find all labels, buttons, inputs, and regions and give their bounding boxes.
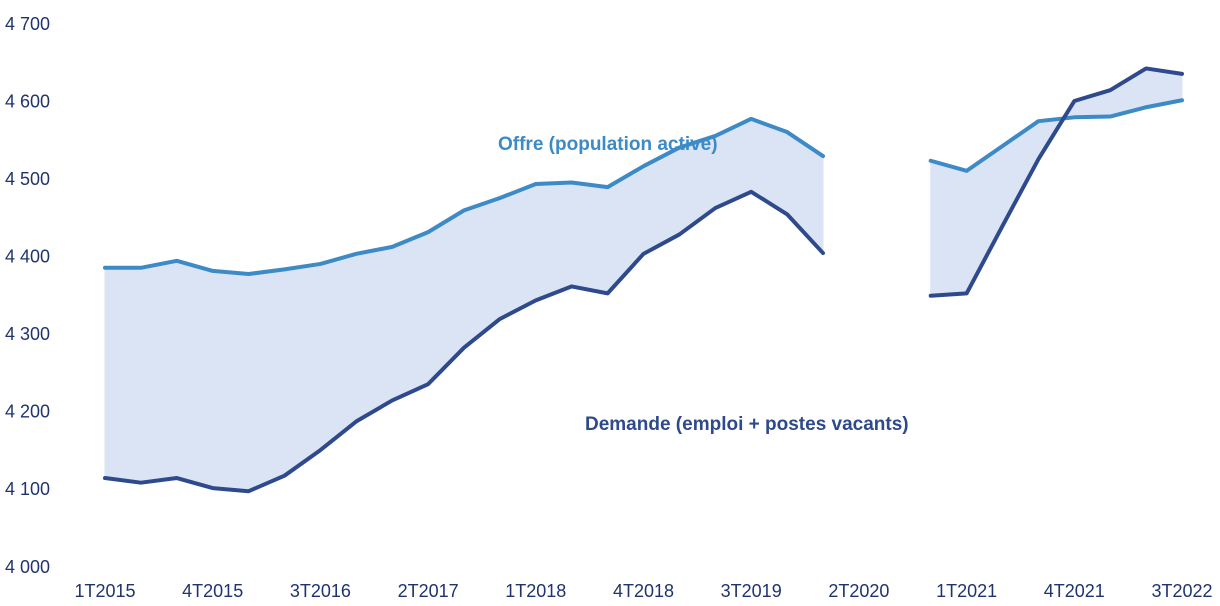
y-tick-label: 4 200 xyxy=(5,402,50,422)
y-tick-label: 4 100 xyxy=(5,479,50,499)
y-tick-label: 4 300 xyxy=(5,324,50,344)
x-tick-label: 3T2022 xyxy=(1151,581,1212,601)
y-tick-label: 4 600 xyxy=(5,91,50,111)
series-label: Offre (population active) xyxy=(498,134,718,155)
x-tick-label: 3T2016 xyxy=(290,581,351,601)
x-tick-label: 3T2019 xyxy=(721,581,782,601)
series-line xyxy=(928,66,1184,298)
gap-area xyxy=(930,67,1183,297)
x-tick-label: 1T2015 xyxy=(74,581,135,601)
x-tick-label: 1T2021 xyxy=(936,581,997,601)
series-line xyxy=(103,116,825,277)
x-tick-label: 4T2018 xyxy=(613,581,674,601)
x-tick-label: 2T2020 xyxy=(828,581,889,601)
y-tick-label: 4 500 xyxy=(5,169,50,189)
series-line xyxy=(928,98,1184,173)
series-line xyxy=(103,189,825,494)
x-tick-label: 4T2021 xyxy=(1044,581,1105,601)
y-tick-label: 4 400 xyxy=(5,246,50,266)
series-label: Demande (emploi + postes vacants) xyxy=(585,414,909,435)
x-tick-label: 1T2018 xyxy=(505,581,566,601)
y-tick-label: 4 700 xyxy=(5,14,50,34)
x-tick-label: 2T2017 xyxy=(398,581,459,601)
x-tick-label: 4T2015 xyxy=(182,581,243,601)
gap-area xyxy=(104,118,824,492)
y-tick-label: 4 000 xyxy=(5,557,50,577)
